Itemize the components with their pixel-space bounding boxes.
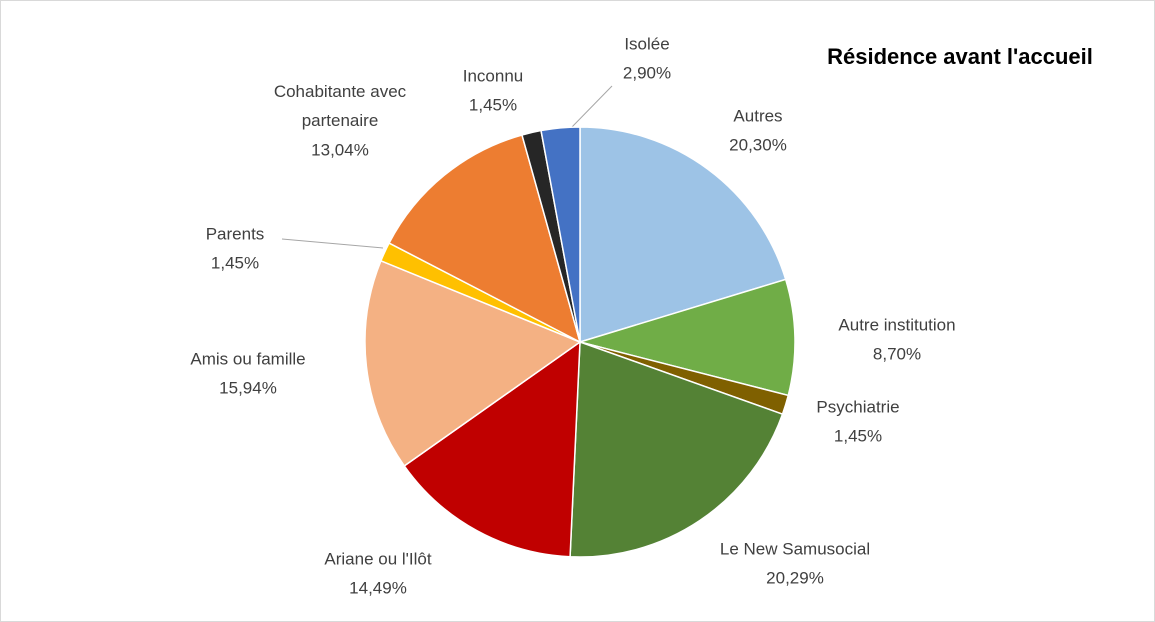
chart-title: Résidence avant l'accueil bbox=[827, 44, 1093, 69]
leader-line bbox=[570, 85, 613, 129]
slice-value-label: 1,45% bbox=[469, 95, 517, 114]
slice-value-label: 20,29% bbox=[766, 568, 824, 587]
slice-label: Isolée bbox=[624, 34, 669, 53]
slice-label: Ariane ou l'Ilôt bbox=[324, 549, 431, 568]
slice-label: Psychiatrie bbox=[816, 397, 899, 416]
slice-label: Autre institution bbox=[838, 315, 955, 334]
slice-label: Autres bbox=[733, 106, 782, 125]
pie-slice bbox=[569, 340, 784, 558]
pie-slice bbox=[364, 259, 582, 467]
slice-label: Parents bbox=[206, 224, 265, 243]
slice-value-label: 20,30% bbox=[729, 135, 787, 154]
pie-slice bbox=[577, 278, 796, 397]
pie-slice bbox=[403, 340, 581, 558]
slice-value-label: 1,45% bbox=[211, 253, 259, 272]
slice-value-label: 1,45% bbox=[834, 426, 882, 445]
pie-slice bbox=[540, 126, 581, 343]
slice-value-label: 2,90% bbox=[623, 63, 671, 82]
slice-label: Inconnu bbox=[463, 66, 524, 85]
slice-value-label: 14,49% bbox=[349, 578, 407, 597]
slice-value-label: 15,94% bbox=[219, 378, 277, 397]
pie-slice bbox=[388, 134, 582, 344]
slice-label: Le New Samusocial bbox=[720, 539, 870, 558]
slice-value-label: 8,70% bbox=[873, 344, 921, 363]
pie-slice bbox=[579, 126, 787, 344]
leader-line bbox=[281, 238, 384, 249]
slice-label: Cohabitante avec partenaire bbox=[274, 82, 407, 130]
slice-value-label: 13,04% bbox=[311, 140, 369, 159]
slice-label: Amis ou famille bbox=[190, 349, 305, 368]
